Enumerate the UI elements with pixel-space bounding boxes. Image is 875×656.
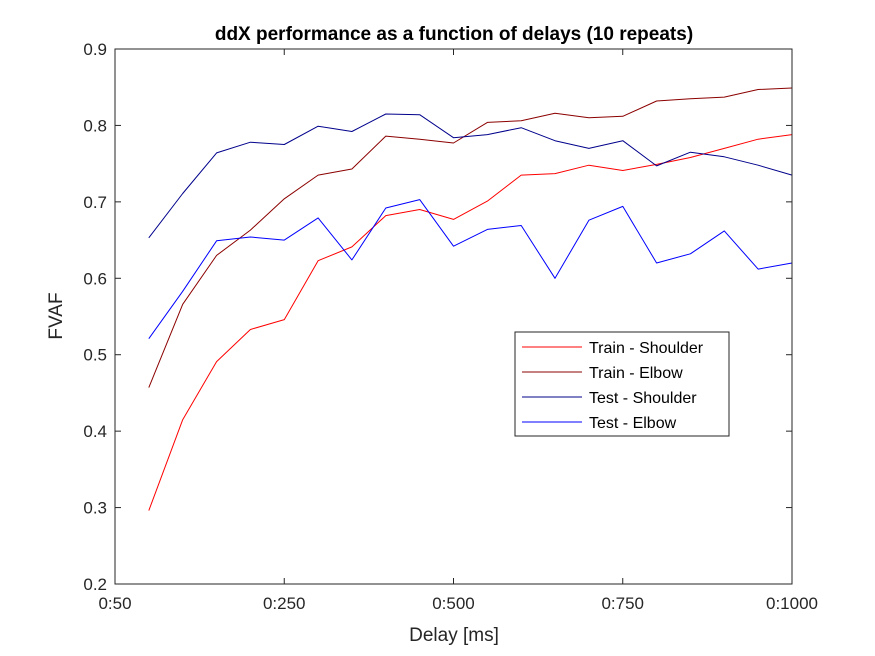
x-tick-label: 0:250 <box>263 594 306 613</box>
y-tick-label: 0.2 <box>83 575 107 594</box>
legend-entry-train-elbow: Train - Elbow <box>589 365 683 382</box>
y-tick-label: 0.6 <box>83 269 107 288</box>
x-tick-label: 0:1000 <box>766 594 818 613</box>
legend-entry-test-elbow: Test - Elbow <box>589 415 677 432</box>
tick-layer: 0:50 0:250 0:500 0:750 0:1000 0.2 0.3 0.4 0.5 0.6… <box>83 40 818 613</box>
y-tick-label: 0.7 <box>83 193 107 212</box>
y-axis-label: FVAF <box>46 292 67 339</box>
series-line-train-shoulder <box>148 134 793 511</box>
x-tick-label: 0:500 <box>432 594 475 613</box>
x-tick-label: 0:750 <box>601 594 644 613</box>
x-axis-label: Delay [ms] <box>409 625 499 646</box>
y-tick-label: 0.4 <box>83 422 107 441</box>
legend: Train - Shoulder Train - Elbow Test - Shou… <box>514 331 730 437</box>
legend-entry-test-shoulder: Test - Shoulder <box>589 390 697 407</box>
series-layer <box>148 87 793 511</box>
series-line-test-shoulder <box>148 113 793 239</box>
y-tick-label: 0.5 <box>83 346 107 365</box>
y-tick-label: 0.3 <box>83 499 107 518</box>
y-tick-label: 0.9 <box>83 40 107 59</box>
legend-box <box>514 331 730 437</box>
series-line-train-elbow <box>148 87 793 388</box>
chart-title: ddX performance as a function of delays … <box>215 24 693 45</box>
plot-area <box>115 49 792 584</box>
x-tick-label: 0:50 <box>98 594 131 613</box>
series-line-test-elbow <box>148 199 793 339</box>
legend-entry-train-shoulder: Train - Shoulder <box>589 340 704 357</box>
y-tick-label: 0.8 <box>83 116 107 135</box>
